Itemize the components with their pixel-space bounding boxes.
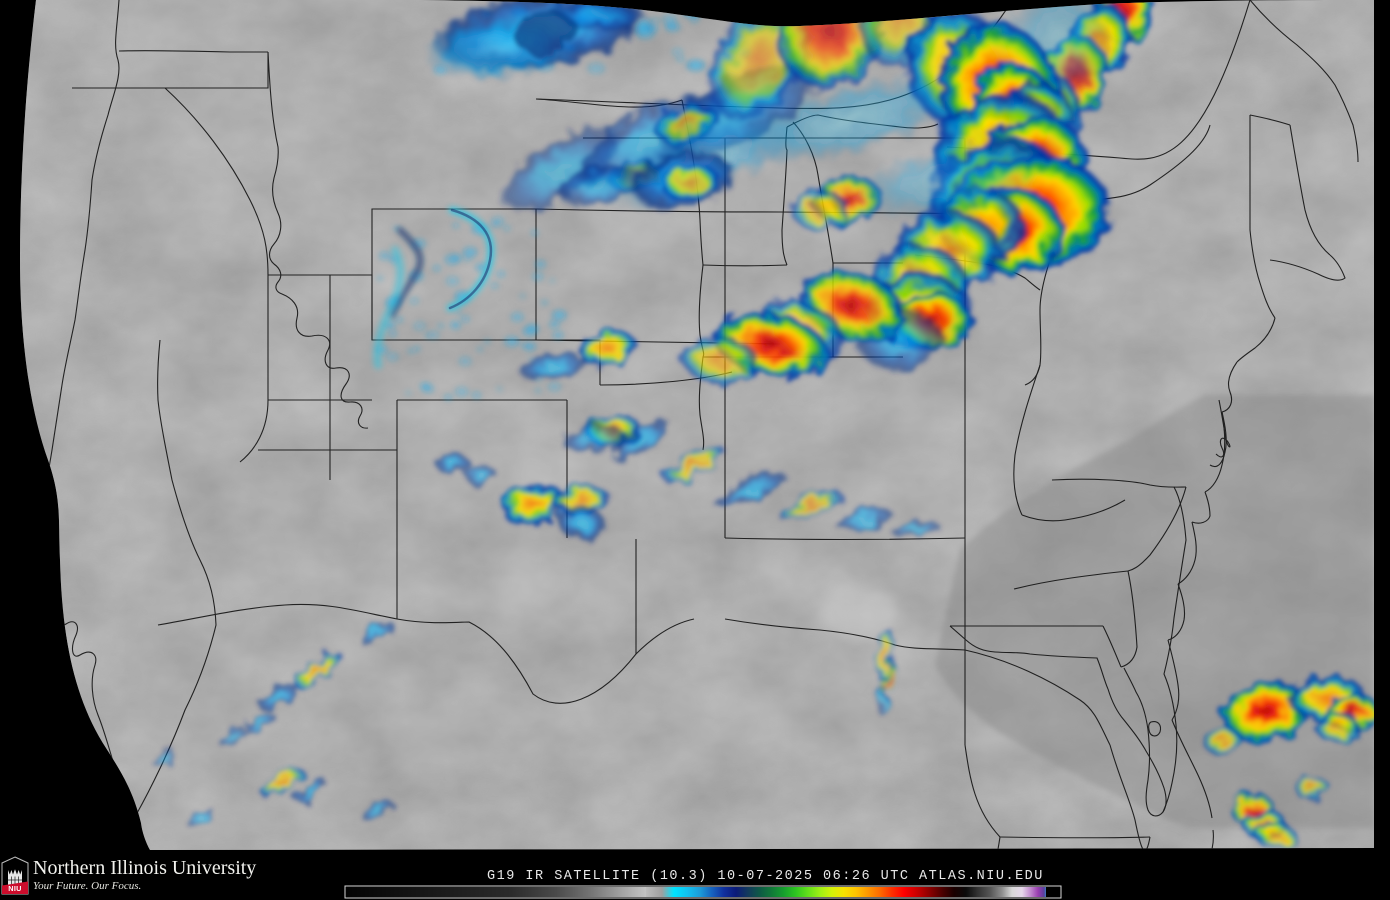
svg-text:Your Future. Our Focus.: Your Future. Our Focus. — [33, 880, 141, 892]
svg-text:NIU: NIU — [8, 884, 21, 893]
svg-text:G19 IR SATELLITE (10.3) 10-07: G19 IR SATELLITE (10.3) 10-07-2025 06:26… — [487, 869, 1044, 884]
svg-text:Northern Illinois University: Northern Illinois University — [33, 857, 256, 879]
